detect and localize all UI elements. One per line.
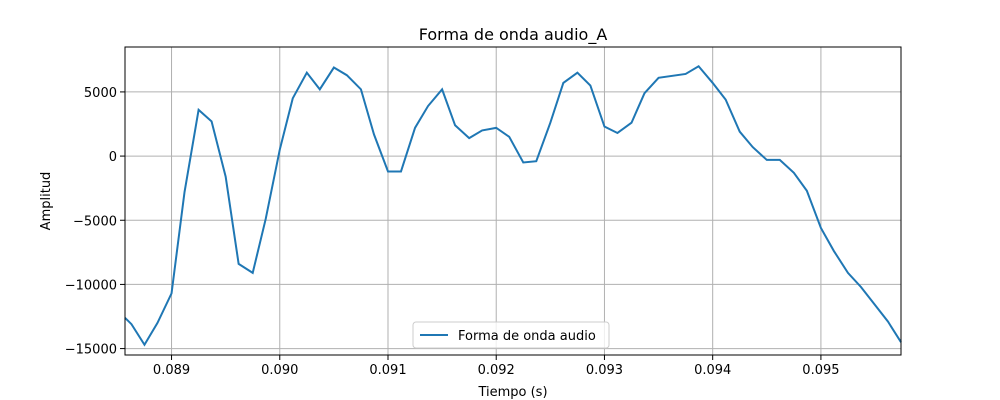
- y-axis-ticks: 5000 0 −5000 −10000 −15000: [65, 86, 125, 358]
- plot-frame: [124, 46, 902, 356]
- x-axis-ticks: 0.089 0.090 0.091 0.092 0.093 0.094 0.095: [153, 355, 840, 378]
- y-tick-label: −10000: [65, 278, 117, 293]
- x-axis-label: Tiempo (s): [477, 385, 547, 400]
- y-tick-label: 5000: [84, 86, 117, 101]
- legend-box: [412, 321, 610, 349]
- x-tick-label: 0.095: [802, 363, 839, 378]
- legend-label: Forma de onda audio: [458, 329, 596, 344]
- y-tick-label: −5000: [73, 214, 117, 229]
- x-tick-label: 0.093: [586, 363, 623, 378]
- x-tick-label: 0.092: [478, 363, 515, 378]
- y-tick-label: −15000: [65, 343, 117, 358]
- series-line-forma-de-onda-audio: [124, 64, 902, 347]
- chart-title: Forma de onda audio_A: [419, 25, 608, 45]
- x-tick-label: 0.090: [261, 363, 298, 378]
- x-tick-label: 0.094: [694, 363, 731, 378]
- legend: Forma de onda audio: [412, 321, 610, 349]
- grid-lines: [125, 47, 901, 355]
- x-tick-label: 0.091: [369, 363, 406, 378]
- y-axis-label: Amplitud: [39, 172, 54, 231]
- y-tick-label: 0: [109, 150, 117, 165]
- x-tick-label: 0.089: [153, 363, 190, 378]
